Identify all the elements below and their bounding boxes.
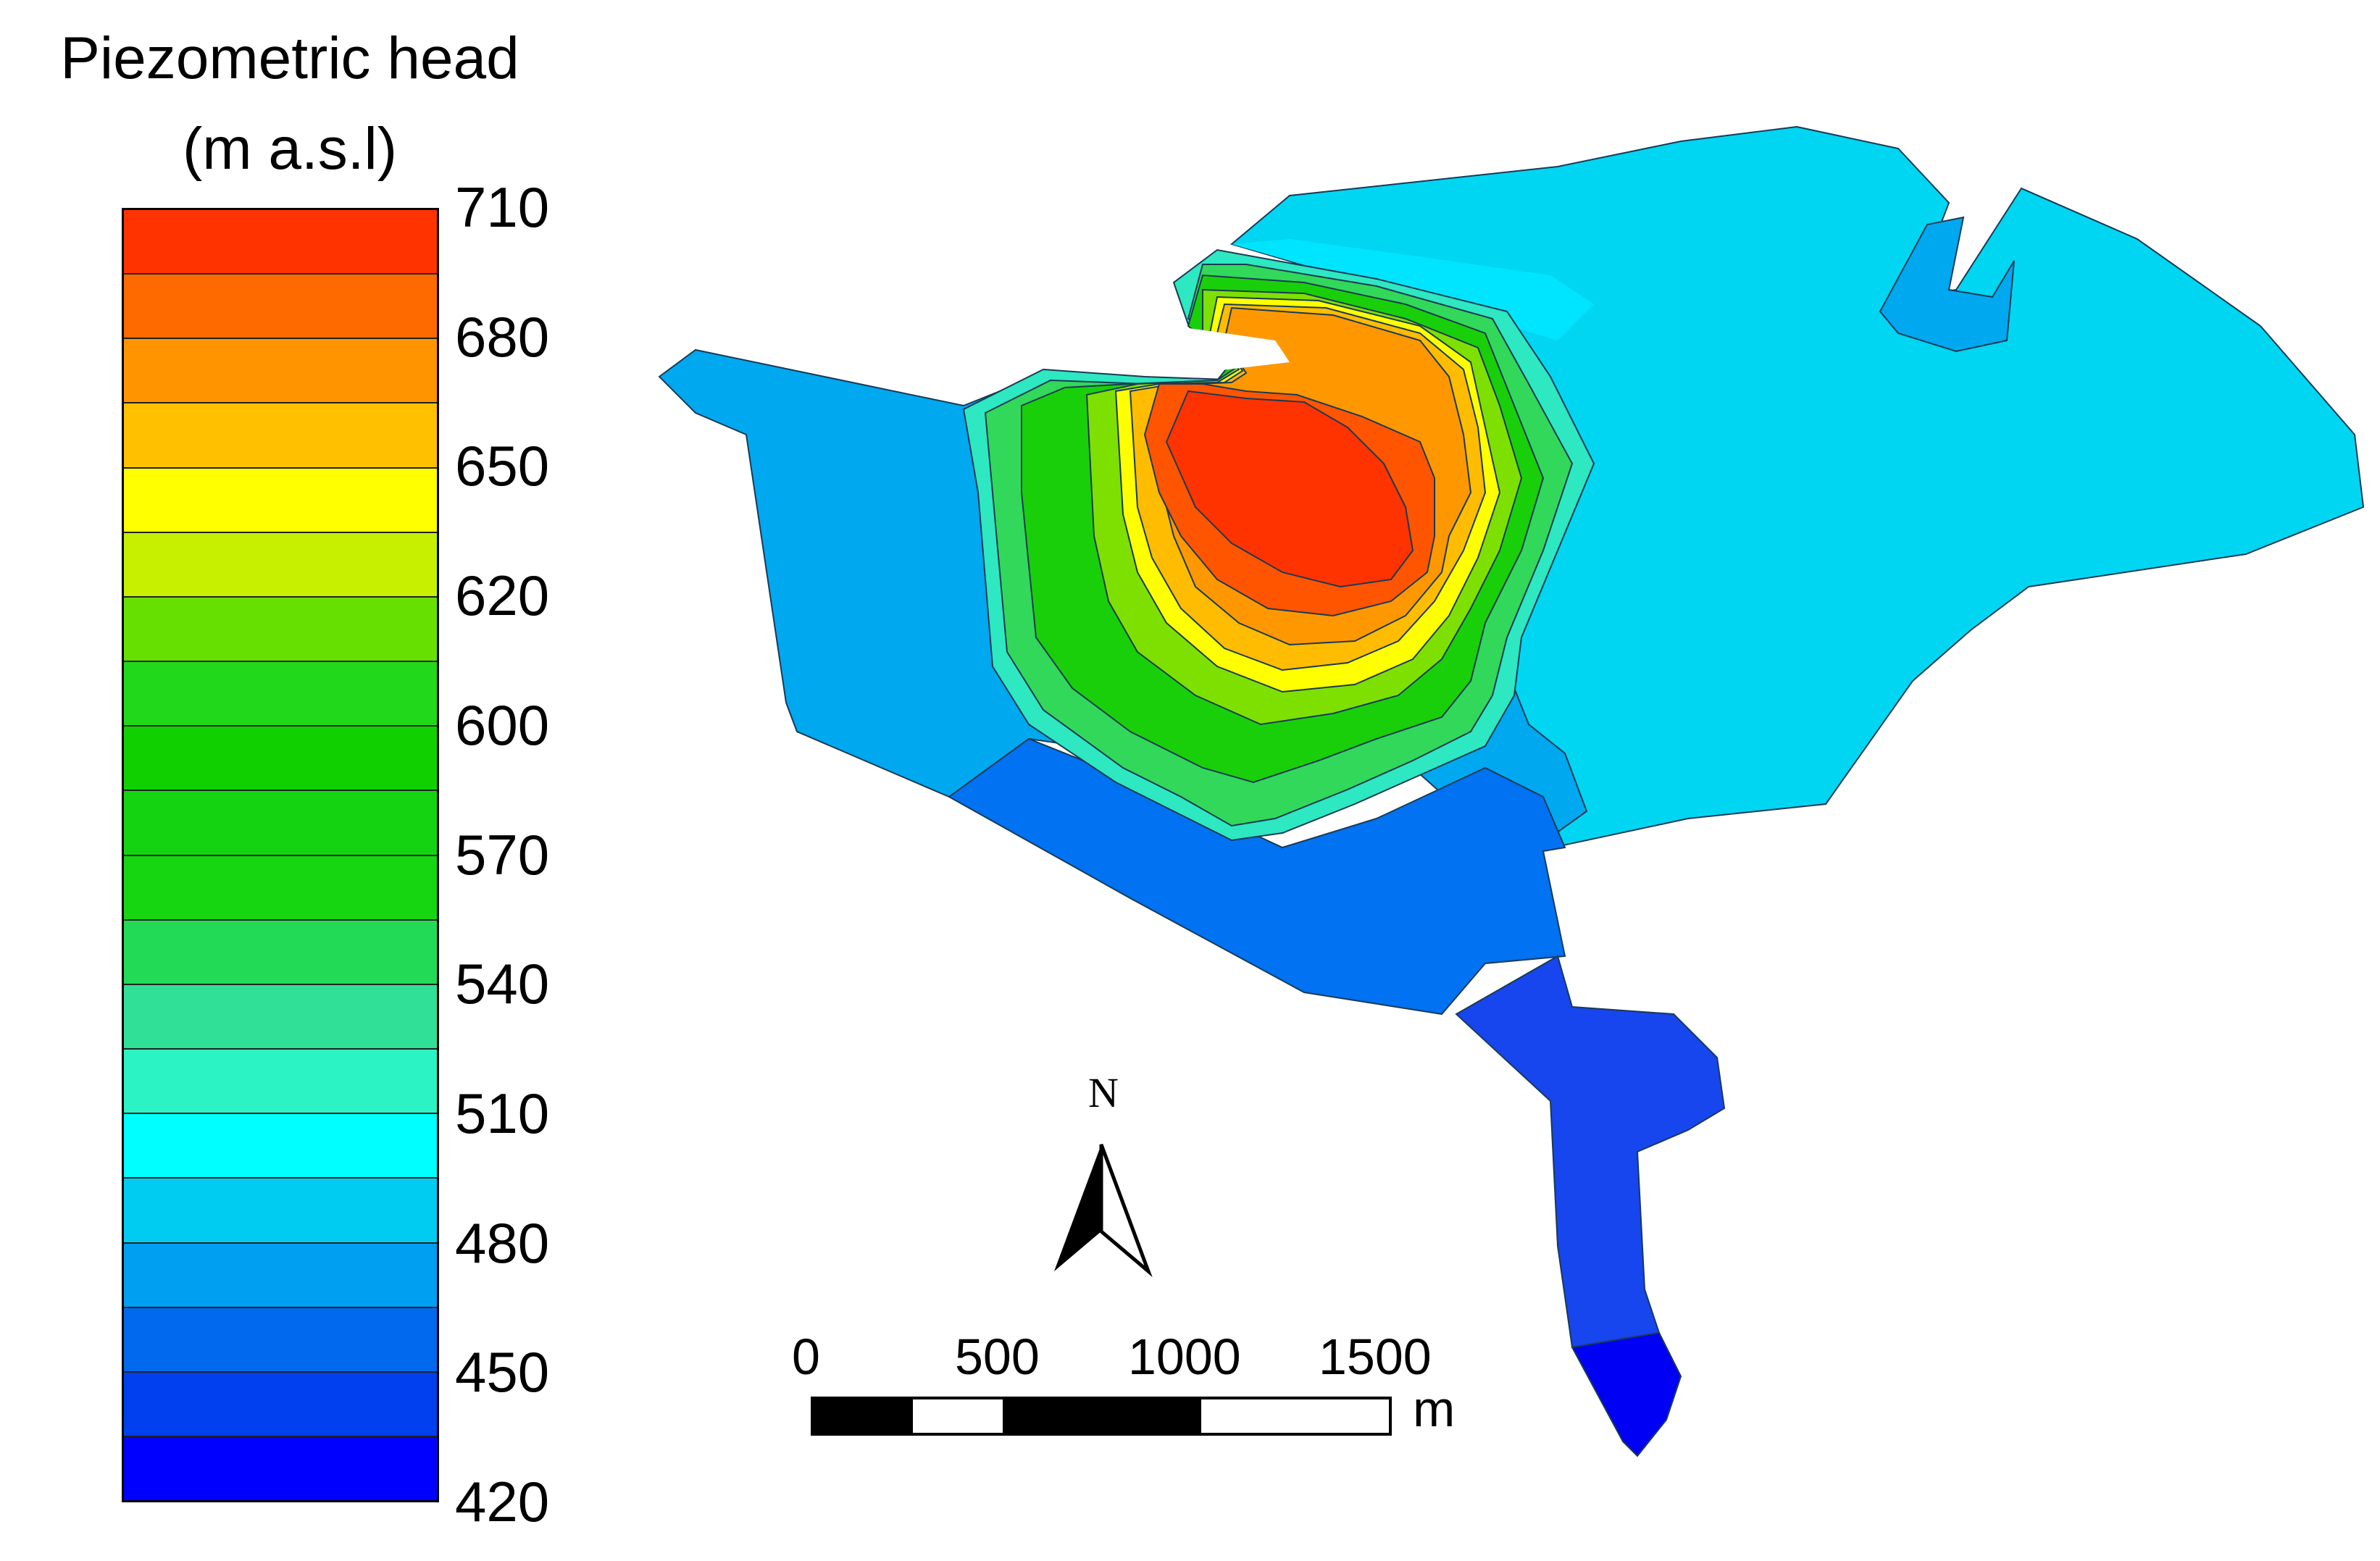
legend-tick-label: 600 — [455, 692, 550, 757]
legend-tick-label: 450 — [455, 1340, 550, 1405]
scale-label-500: 500 — [955, 1328, 1040, 1385]
legend-swatch — [124, 727, 437, 792]
north-arrow-left-half — [1054, 1144, 1101, 1271]
legend-swatch — [124, 1114, 437, 1179]
scale-segment-3 — [1003, 1397, 1201, 1436]
band-red — [1165, 390, 1414, 588]
legend-swatch — [124, 1436, 437, 1501]
region-blue3 — [1571, 1331, 1682, 1457]
legend-tick-label: 710 — [455, 175, 550, 239]
legend-swatch — [124, 403, 437, 469]
legend-tick-label: 420 — [455, 1470, 550, 1533]
legend-tick-label: 510 — [455, 1081, 550, 1145]
legend-tick-label: 680 — [455, 304, 550, 369]
legend-swatch — [124, 275, 437, 340]
legend-swatch — [124, 210, 437, 275]
legend-tick-label: 620 — [455, 564, 550, 628]
legend-swatch — [124, 597, 437, 663]
legend-swatch — [124, 855, 437, 921]
legend-swatch — [124, 339, 437, 404]
north-arrow-icon — [1054, 1144, 1153, 1278]
legend-swatch — [124, 1307, 437, 1373]
legend-swatch — [124, 662, 437, 727]
notch-cut — [1159, 326, 1290, 377]
legend-swatch — [124, 791, 437, 856]
scale-segment-1 — [811, 1397, 913, 1436]
scale-unit: m — [1413, 1381, 1456, 1437]
legend-title-line2: (m a.s.l) — [182, 116, 398, 182]
legend-tick-label: 570 — [455, 822, 550, 887]
region-sky-pocket — [1879, 216, 2015, 353]
region-blue2 — [1455, 955, 1726, 1349]
scale-segment-2 — [910, 1397, 1006, 1436]
scale-label-0: 0 — [792, 1328, 820, 1385]
legend-swatch — [124, 1372, 437, 1437]
scale-segment-4 — [1198, 1397, 1392, 1436]
legend-tick-label: 650 — [455, 434, 550, 498]
north-arrow-right-half — [1099, 1144, 1153, 1278]
legend-swatch — [124, 532, 437, 598]
legend-swatch — [124, 1179, 437, 1244]
legend-swatch — [124, 1243, 437, 1308]
legend-swatch — [124, 984, 437, 1050]
scale-label-1000: 1000 — [1128, 1328, 1241, 1385]
legend-title-line1: Piezometric head — [60, 25, 519, 91]
scale-label-1500: 1500 — [1319, 1328, 1432, 1385]
legend-swatch — [124, 1050, 437, 1115]
legend-tick-label: 540 — [455, 952, 550, 1016]
legend-swatch — [124, 468, 437, 533]
north-label: N — [1088, 1069, 1119, 1116]
legend-swatch — [124, 920, 437, 985]
legend-tick-label: 480 — [455, 1210, 550, 1275]
scale-bar — [811, 1397, 1392, 1436]
legend-color-bar — [122, 208, 439, 1502]
